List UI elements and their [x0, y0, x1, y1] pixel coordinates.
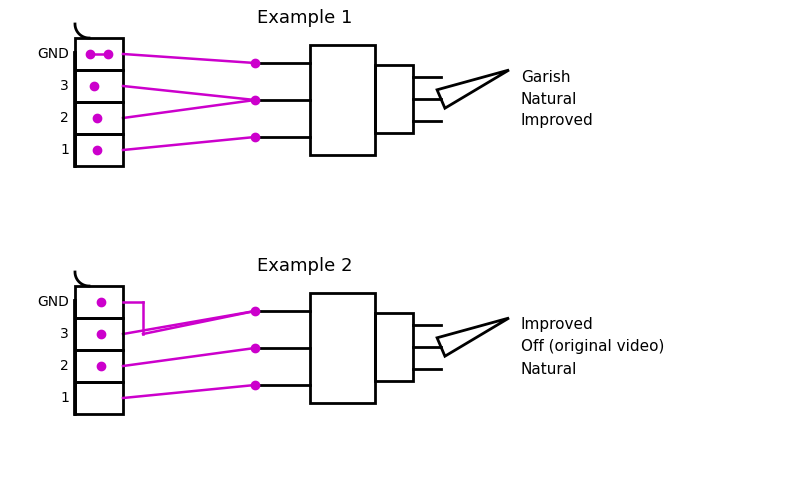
Text: Improved: Improved — [521, 113, 593, 129]
Bar — [75, 382, 123, 414]
Text: 1: 1 — [60, 391, 69, 405]
Bar — [375, 313, 413, 381]
Bar — [310, 45, 375, 155]
Text: Improved: Improved — [521, 317, 593, 333]
Text: Example 2: Example 2 — [257, 257, 353, 275]
Bar — [375, 65, 413, 133]
Text: 3: 3 — [61, 327, 69, 341]
Bar — [310, 293, 375, 403]
Bar — [75, 70, 123, 102]
Bar — [75, 102, 123, 134]
Text: GND: GND — [37, 295, 69, 309]
Text: 1: 1 — [60, 143, 69, 157]
Text: 2: 2 — [61, 359, 69, 373]
Text: Example 1: Example 1 — [257, 9, 353, 27]
Text: GND: GND — [37, 47, 69, 61]
Bar — [75, 134, 123, 166]
Text: Off (original video): Off (original video) — [521, 339, 664, 355]
Bar — [75, 318, 123, 350]
Text: Natural: Natural — [521, 361, 578, 376]
Text: 3: 3 — [61, 79, 69, 93]
Text: Garish: Garish — [521, 70, 571, 84]
Text: Natural: Natural — [521, 92, 578, 107]
Bar — [75, 38, 123, 70]
Bar — [75, 350, 123, 382]
Text: 2: 2 — [61, 111, 69, 125]
Bar — [75, 286, 123, 318]
